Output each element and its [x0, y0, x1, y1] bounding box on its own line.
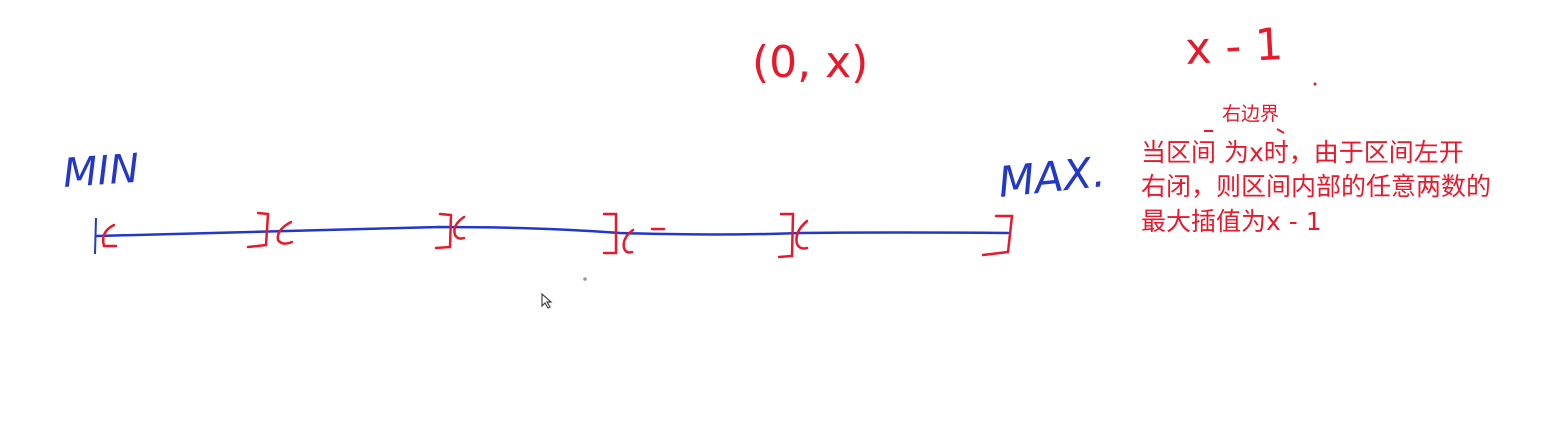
annotation-line-2: 右闭，则区间内部的任意两数的	[1141, 172, 1492, 201]
interval-brackets	[101, 211, 1014, 259]
bracket-close-5	[777, 212, 795, 259]
x-minus-one-label: x - 1	[1184, 19, 1284, 75]
stray-dot-2	[1313, 82, 1317, 86]
annotation-line-3: 最大插值为x - 1	[1141, 207, 1322, 236]
bracket-open-2	[276, 220, 294, 245]
bracket-open-5	[795, 219, 809, 250]
stray-dot	[583, 277, 587, 281]
bracket-open-4	[622, 228, 635, 254]
min-label: MIN	[61, 146, 140, 197]
bracket-close-3	[434, 212, 453, 250]
annotation-insert-text: 右边界	[1222, 103, 1280, 125]
annotation-line-1: 当区间 为x时，由于区间左开	[1141, 138, 1464, 167]
bracket-close-6	[981, 214, 1014, 257]
left-tick	[94, 217, 97, 255]
bracket-open-1	[101, 223, 118, 248]
interval-label: (0, x)	[752, 37, 868, 88]
bracket-close-2	[246, 211, 270, 249]
mouse-cursor-icon	[541, 293, 553, 309]
bracket-close-4	[602, 212, 618, 255]
bracket-open-3	[453, 215, 466, 240]
insert-mark-right	[1276, 128, 1285, 134]
max-label: MAX.	[996, 147, 1108, 207]
number-line	[95, 225, 1010, 238]
